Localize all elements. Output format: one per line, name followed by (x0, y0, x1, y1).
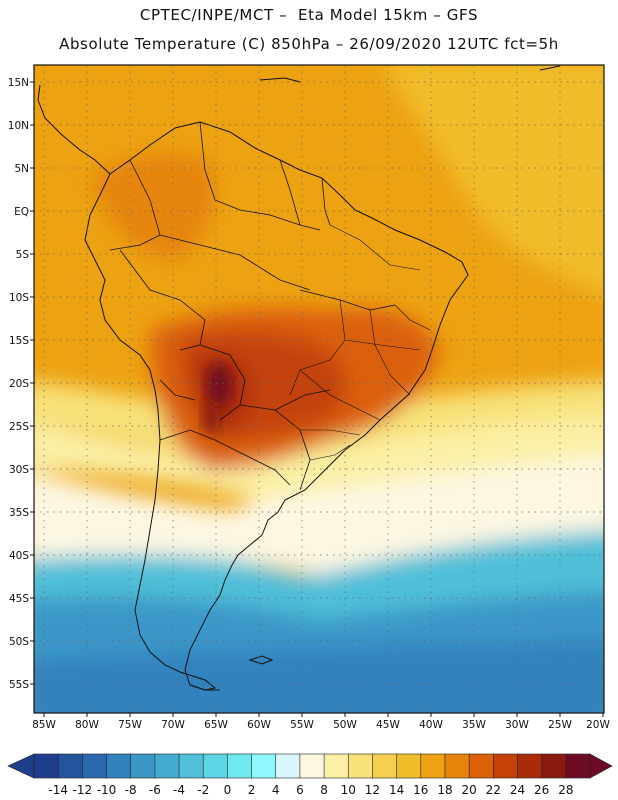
title-line-1: CPTEC/INPE/MCT – Eta Model 15km – GFS (139, 6, 479, 24)
colorbar-box (154, 753, 180, 779)
lon-label: 80W (75, 719, 99, 731)
colorbar-box (492, 753, 519, 779)
lon-label: 65W (204, 719, 228, 731)
lat-label: 10N (8, 120, 29, 132)
lon-label: 70W (161, 719, 185, 731)
colorbar-box (372, 753, 398, 779)
map-frame (33, 64, 605, 714)
colorbar-under-arrow (7, 753, 35, 779)
lon-label: 45W (376, 719, 400, 731)
lon-label: 20W (586, 719, 610, 731)
colorbar-box (396, 753, 422, 779)
lat-label: 15N (8, 77, 29, 89)
lat-label: 25S (9, 421, 29, 433)
lat-label: 5S (16, 249, 30, 261)
colorbar-over-arrow (589, 753, 613, 779)
colorbar-box (541, 753, 567, 779)
colorbar-box (420, 753, 446, 779)
state-borders (289, 224, 431, 461)
colorbar-label: 2 (248, 783, 256, 797)
lon-label: 25W (548, 719, 572, 731)
colorbar-box (517, 753, 543, 779)
lat-label: 20S (9, 378, 29, 390)
colorbar-label: 22 (486, 783, 501, 797)
colorbar-box (106, 753, 132, 779)
colorbar-box (178, 753, 204, 779)
lat-label: 40S (9, 550, 29, 562)
colorbar-label: -14 (48, 783, 68, 797)
colorbar-box (468, 753, 494, 779)
colorbar-label: 14 (389, 783, 404, 797)
colorbar-label: 4 (272, 783, 280, 797)
title-line-2: Absolute Temperature (C) 850hPa – 26/09/… (59, 35, 559, 53)
lon-ticks (43, 713, 604, 717)
colorbar-label: 26 (534, 783, 549, 797)
colorbar-label: -8 (125, 783, 137, 797)
lat-label: 10S (9, 292, 29, 304)
lon-labels: 85W 80W 75W 70W 65W 60W 55W 50W 45W 40W … (32, 719, 610, 731)
colorbar-box (57, 753, 83, 779)
country-borders (109, 121, 396, 491)
colorbar-box (202, 753, 228, 779)
colorbar-box (299, 753, 325, 779)
colorbar-label: 6 (296, 783, 304, 797)
lon-label: 55W (290, 719, 314, 731)
lon-label: 75W (118, 719, 142, 731)
lon-label: 60W (247, 719, 271, 731)
lat-labels: 15N 10N 5N EQ 5S 10S 15S 20S 25S 30S 35S… (8, 77, 30, 691)
colorbar-box (82, 753, 108, 779)
lat-label: 50S (9, 636, 29, 648)
colorbar-label: 18 (437, 783, 452, 797)
lat-label: 5N (14, 163, 29, 175)
colorbar-labels: -14 -12 -10 -8 -6 -4 -2 0 2 4 6 8 10 12 14 16 18 20 22 24 26… (48, 783, 573, 797)
lon-label: 35W (462, 719, 486, 731)
colorbar-label: -4 (173, 783, 185, 797)
colorbar-box (347, 753, 374, 779)
colorbar-label: -6 (149, 783, 161, 797)
colorbar-label: 24 (510, 783, 525, 797)
colorbar-label: 16 (413, 783, 428, 797)
colorbar-box (275, 753, 301, 779)
colorbar-label: -12 (73, 783, 93, 797)
lat-label: EQ (14, 206, 29, 218)
colorbar-label: 20 (461, 783, 476, 797)
colorbar-box (565, 753, 591, 779)
colorbar-label: 28 (558, 783, 573, 797)
temperature-field (34, 65, 604, 713)
lon-label: 30W (505, 719, 529, 731)
lat-label: 55S (9, 679, 29, 691)
colorbar: -14 -12 -10 -8 -6 -4 -2 0 2 4 6 8 10 12 14 16 18 20 22 24 26… (7, 753, 613, 797)
colorbar-box (227, 753, 253, 779)
colorbar-box (33, 753, 59, 779)
colorbar-box (323, 753, 349, 779)
colorbar-label: -10 (97, 783, 117, 797)
colorbar-box (444, 753, 470, 779)
lat-label: 15S (9, 335, 29, 347)
colorbar-box (251, 753, 277, 779)
colorbar-label: 0 (224, 783, 232, 797)
lon-label: 40W (419, 719, 443, 731)
lon-label: 50W (333, 719, 357, 731)
graticule (34, 65, 604, 713)
colorbar-boxes (33, 753, 591, 779)
lat-label: 30S (9, 464, 29, 476)
colorbar-label: 12 (365, 783, 380, 797)
lat-label: 45S (9, 593, 29, 605)
colorbar-label: -2 (197, 783, 209, 797)
lat-label: 35S (9, 507, 29, 519)
coastlines (37, 65, 561, 691)
colorbar-box (130, 753, 156, 779)
colorbar-label: 8 (320, 783, 328, 797)
lat-ticks (30, 81, 34, 685)
colorbar-label: 10 (341, 783, 356, 797)
lon-label: 85W (32, 719, 56, 731)
